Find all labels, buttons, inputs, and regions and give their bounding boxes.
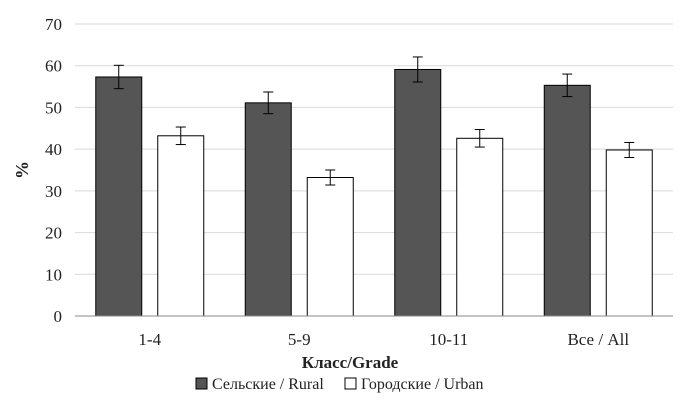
x-tick-labels: 1-4 5-9 10-11 Все / All (138, 330, 629, 349)
legend-swatch-rural (195, 377, 208, 390)
bar-rural (543, 84, 591, 317)
bar-urban (306, 177, 354, 317)
x-tick-label: 10-11 (429, 330, 468, 349)
x-axis-label: Класс/Grade (302, 353, 399, 372)
y-tick-label: 50 (45, 98, 62, 117)
bar-urban (605, 149, 653, 317)
y-tick-label: 70 (45, 15, 62, 34)
bars (95, 68, 653, 317)
bar-urban (157, 135, 205, 317)
y-tick-labels: 0 10 20 30 40 50 60 70 (45, 15, 62, 326)
y-tick-label: 10 (45, 265, 62, 284)
x-tick-label: 1-4 (138, 330, 161, 349)
x-tick-label: Все / All (567, 330, 629, 349)
y-tick-label: 40 (45, 140, 62, 159)
legend: Сельские / Rural Городские / Urban (195, 376, 484, 393)
bar-rural (244, 102, 292, 317)
y-axis-label: % (12, 161, 32, 179)
legend-swatch-urban (344, 377, 357, 390)
legend-label-urban: Городские / Urban (361, 376, 484, 393)
y-tick-label: 60 (45, 57, 62, 76)
x-tick-label: 5-9 (288, 330, 311, 349)
legend-label-rural: Сельские / Rural (212, 376, 324, 393)
bar-rural (394, 68, 442, 317)
y-tick-label: 0 (54, 307, 63, 326)
bar-urban (456, 137, 504, 317)
error-bars (113, 56, 635, 186)
y-tick-label: 20 (45, 224, 62, 243)
y-tick-label: 30 (45, 182, 62, 201)
bar-rural (95, 76, 143, 317)
